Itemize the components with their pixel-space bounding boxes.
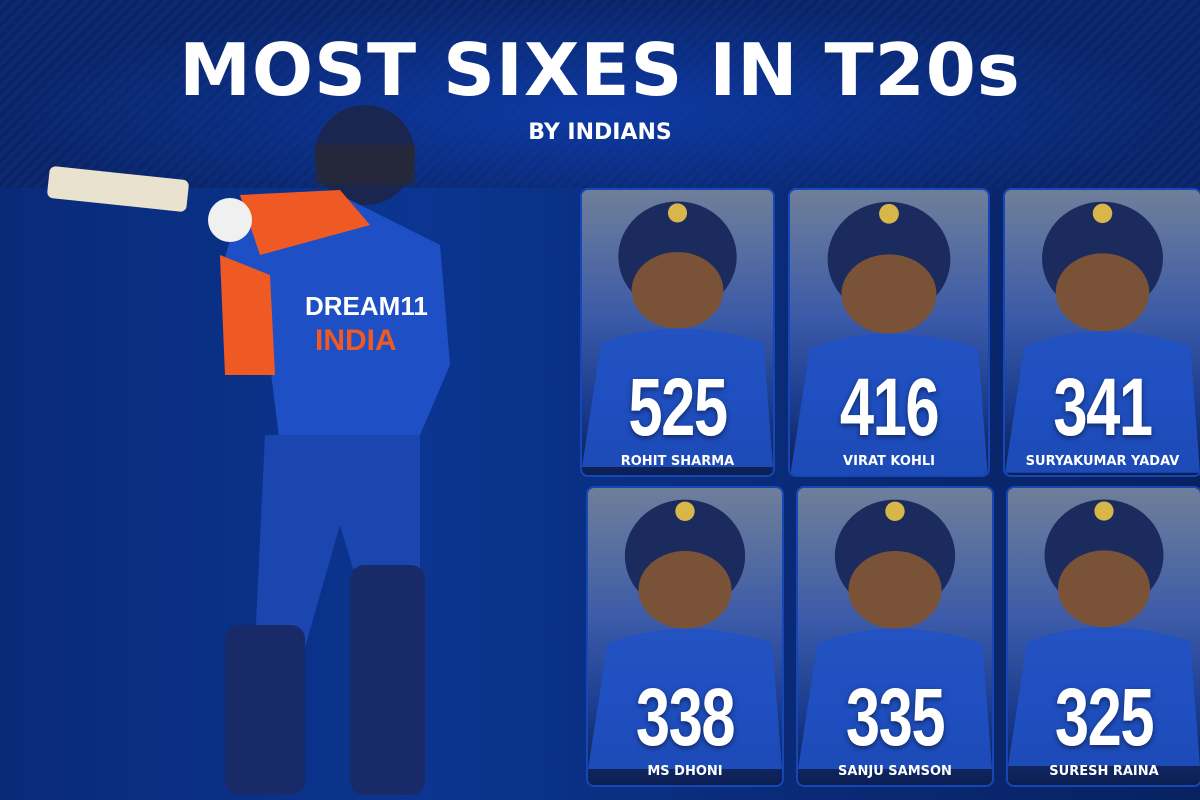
player-photo [588, 499, 782, 770]
hero-batsman-image: DREAM11 INDIA [47, 105, 450, 795]
page-title: MOST SIXES IN T20s [179, 28, 1021, 112]
sixes-count: 416 [839, 362, 940, 453]
player-name: SURESH RAINA [1049, 764, 1159, 779]
player-name: SANJU SAMSON [838, 764, 952, 779]
player-photo [582, 201, 773, 467]
player-photo [790, 201, 988, 475]
sixes-count: 335 [845, 672, 946, 763]
player-name: SURYAKUMAR YADAV [1025, 454, 1180, 469]
sixes-count: 325 [1054, 672, 1155, 763]
player-card: 335 SANJU SAMSON [798, 488, 992, 785]
page-subtitle: BY INDIANS [528, 120, 672, 145]
player-name: VIRAT KOHLI [843, 454, 935, 469]
player-photo [1005, 201, 1200, 473]
sixes-count: 341 [1053, 362, 1153, 453]
sixes-count: 525 [628, 362, 728, 453]
jersey-sponsor-text: DREAM11 [305, 291, 428, 321]
player-name: MS DHONI [647, 764, 723, 779]
player-card: 341 SURYAKUMAR YADAV [1005, 190, 1200, 475]
player-photo [798, 499, 992, 770]
sixes-count: 338 [635, 672, 736, 763]
player-card: 325 SURESH RAINA [1008, 488, 1200, 785]
player-card: 338 MS DHONI [588, 488, 782, 785]
player-card: 525 ROHIT SHARMA [582, 190, 773, 475]
player-name: ROHIT SHARMA [620, 454, 735, 469]
header-band [0, 0, 1200, 188]
player-card: 416 VIRAT KOHLI [790, 190, 988, 475]
jersey-team-text: INDIA [315, 324, 397, 357]
player-photo [1008, 499, 1200, 767]
